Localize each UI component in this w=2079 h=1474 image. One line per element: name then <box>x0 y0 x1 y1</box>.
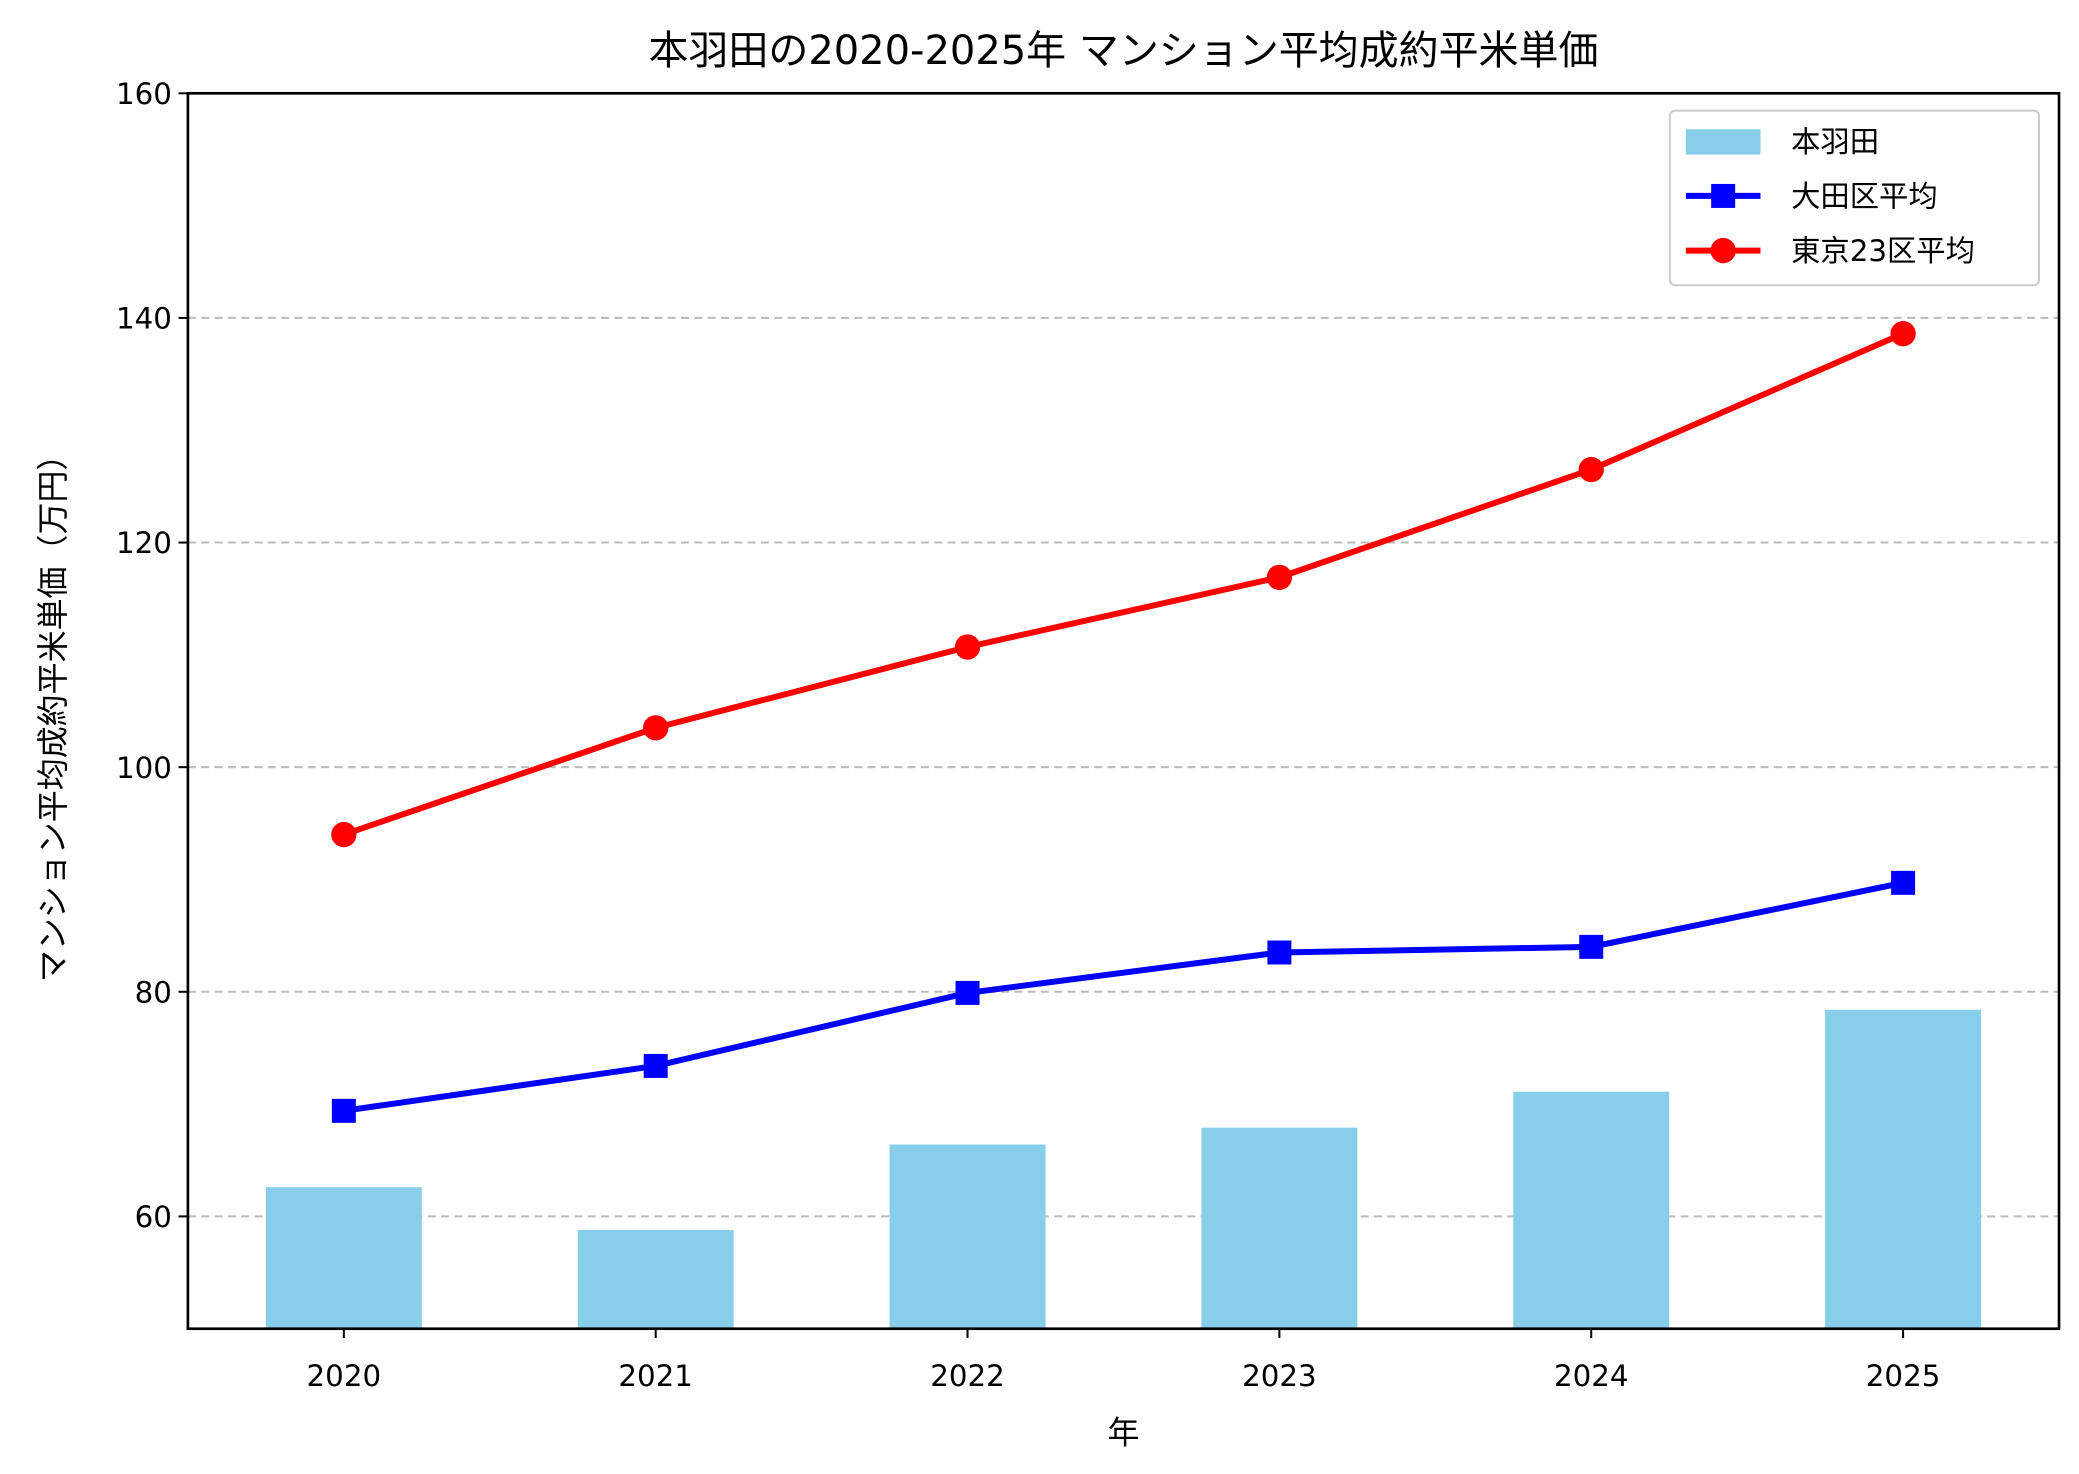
point-marker <box>643 715 669 741</box>
point-marker <box>643 1053 668 1078</box>
point-marker <box>1578 456 1604 483</box>
point-marker <box>954 634 981 660</box>
x-tick-label: 2023 <box>1242 1359 1317 1393</box>
y-tick-label: 100 <box>116 751 172 785</box>
series-line <box>342 330 1905 838</box>
bar <box>265 1187 422 1329</box>
x-tick-label: 2025 <box>1866 1359 1941 1393</box>
point-marker <box>1267 940 1292 965</box>
legend-swatch <box>1685 129 1761 155</box>
bars <box>265 1009 1982 1329</box>
x-axis: 2020 2021 2022 2023 2024 2025 <box>307 1328 1941 1393</box>
point-marker <box>955 980 980 1005</box>
legend-label: 本羽田 <box>1791 125 1879 159</box>
bar <box>1513 1091 1670 1329</box>
legend-marker <box>1711 183 1736 208</box>
legend-label: 東京23区平均 <box>1791 234 1975 268</box>
legend-marker <box>1710 237 1736 264</box>
series-line <box>343 879 1904 1114</box>
y-axis-label: マンション平均成約平米単価（万円） <box>34 439 72 982</box>
point-marker <box>331 821 357 848</box>
plot-frame <box>186 91 2061 1331</box>
point-marker <box>331 1098 356 1123</box>
point-marker <box>1890 320 1916 347</box>
y-tick-label: 120 <box>116 526 172 560</box>
x-tick-label: 2021 <box>618 1359 693 1393</box>
y-tick-label: 60 <box>135 1200 172 1234</box>
point-marker <box>1266 564 1293 591</box>
y-tick-label: 80 <box>135 975 172 1009</box>
legend-label: 大田区平均 <box>1791 180 1937 214</box>
x-axis-label: 年 <box>1107 1413 1139 1451</box>
chart-title: 本羽田の2020-2025年 マンション平均成約平米単価 <box>648 28 1598 74</box>
lines <box>331 320 1916 1123</box>
grid <box>187 316 2060 1218</box>
x-tick-label: 2020 <box>307 1359 382 1393</box>
y-tick-label: 160 <box>116 77 172 111</box>
bar <box>1201 1127 1358 1329</box>
y-tick-label: 140 <box>116 302 172 336</box>
point-marker <box>1891 870 1916 895</box>
y-axis: 60 80 100 120 140 160 <box>116 77 188 1234</box>
bar <box>1825 1009 1982 1329</box>
point-marker <box>1579 934 1604 959</box>
bar <box>577 1229 734 1329</box>
x-tick-label: 2024 <box>1554 1359 1629 1393</box>
bar <box>889 1144 1046 1329</box>
x-tick-label: 2022 <box>930 1359 1005 1393</box>
